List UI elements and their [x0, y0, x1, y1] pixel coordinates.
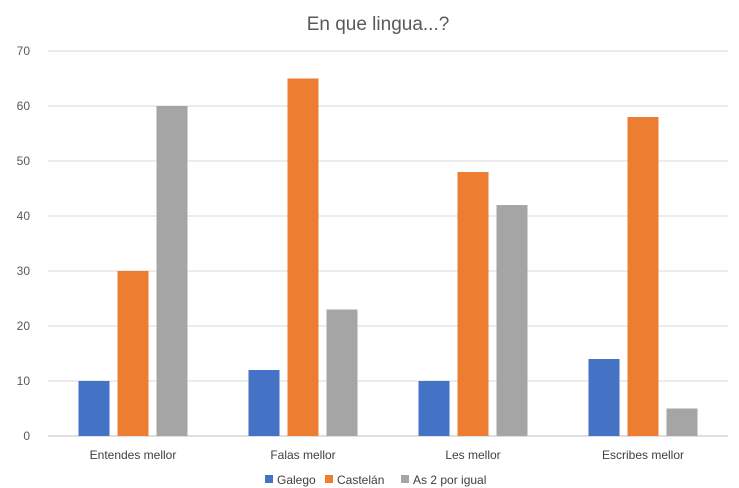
- y-tick-label: 10: [17, 374, 31, 388]
- bar-les-mellor-castelán: [457, 172, 489, 436]
- y-tick-label: 50: [17, 154, 31, 168]
- legend-label: Galego: [277, 473, 316, 487]
- y-tick-label: 60: [17, 99, 31, 113]
- bar-escribes-mellor-galego: [588, 359, 620, 436]
- bar-entendes-mellor-as-2-por-igual: [156, 106, 188, 436]
- y-tick-label: 40: [17, 209, 31, 223]
- y-tick-label: 30: [17, 264, 31, 278]
- bar-falas-mellor-castelán: [287, 78, 319, 436]
- x-category-label: Escribes mellor: [602, 448, 684, 462]
- bar-escribes-mellor-castelán: [627, 117, 659, 436]
- x-axis-categories: Entendes mellor Falas mellor Les mellor Esc…: [90, 448, 684, 462]
- y-tick-label: 20: [17, 319, 31, 333]
- bar-escribes-mellor-as-2-por-igual: [666, 408, 698, 436]
- legend-label: Castelán: [337, 473, 384, 487]
- legend-swatch: [401, 475, 409, 483]
- x-category-label: Falas mellor: [270, 448, 335, 462]
- legend-label: As 2 por igual: [413, 473, 486, 487]
- y-tick-label: 70: [17, 44, 31, 58]
- legend-swatch: [325, 475, 333, 483]
- legend-swatch: [265, 475, 273, 483]
- gridlines: [48, 50, 728, 437]
- y-axis-ticks: 0 10 20 30 40 50 60 70: [17, 44, 31, 443]
- x-category-label: Entendes mellor: [90, 448, 177, 462]
- bar-falas-mellor-galego: [248, 370, 280, 436]
- bars: [78, 78, 698, 436]
- bar-entendes-mellor-castelán: [117, 271, 149, 436]
- bar-falas-mellor-as-2-por-igual: [326, 309, 358, 436]
- x-category-label: Les mellor: [445, 448, 500, 462]
- chart-title: En que lingua...?: [307, 14, 450, 35]
- bar-les-mellor-as-2-por-igual: [496, 205, 528, 436]
- bar-entendes-mellor-galego: [78, 381, 110, 436]
- y-tick-label: 0: [23, 429, 30, 443]
- legend: Galego Castelán As 2 por igual: [265, 473, 486, 487]
- bar-les-mellor-galego: [418, 381, 450, 436]
